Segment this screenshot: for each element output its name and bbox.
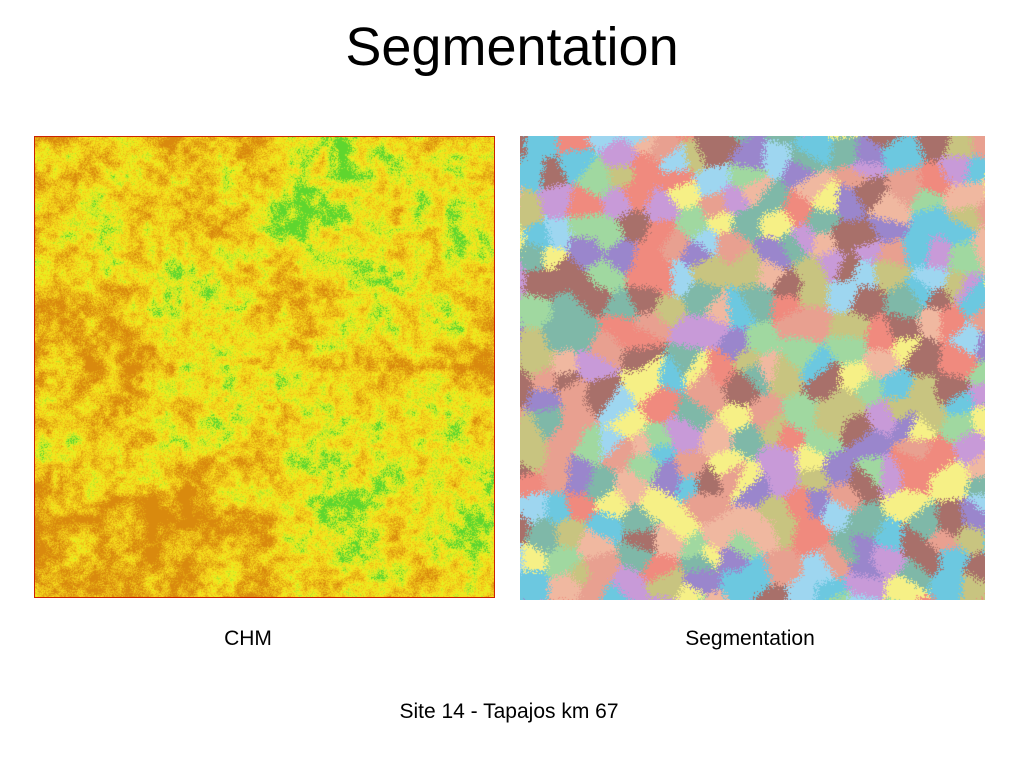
slide-footer: Site 14 - Tapajos km 67	[399, 700, 619, 723]
slide-title: Segmentation	[345, 17, 679, 77]
chm-caption: CHM	[224, 627, 272, 650]
chm-raster	[35, 137, 494, 597]
segmentation-raster	[520, 136, 985, 600]
segmentation-image	[520, 136, 985, 600]
chm-image	[34, 136, 495, 598]
segmentation-caption: Segmentation	[685, 627, 815, 650]
